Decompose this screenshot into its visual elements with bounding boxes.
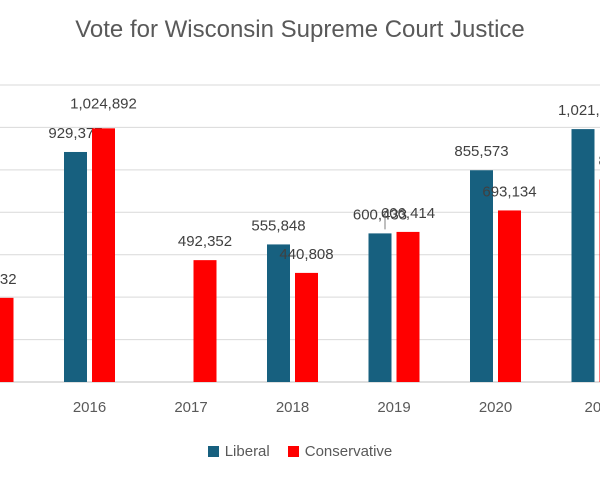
bar-liberal-2021 [571,129,595,382]
x-tick-label-2016: 2016 [73,399,106,416]
data-label-conservative-2021: 818 [598,153,600,170]
data-label-liberal-2016: 929,377 [48,125,102,142]
bar-conservative-2015 [0,297,14,382]
data-label-liberal-2018: 555,848 [251,217,305,234]
legend-item-conservative: Conservative [287,443,393,460]
data-label-liberal-2021: 1,021,8 [558,102,600,119]
bar-liberal-2019 [368,233,392,382]
bar-conservative-2016 [92,128,115,382]
bar-conservative-2020 [498,210,521,382]
x-tick-label-2021: 202 [584,399,600,416]
bar-conservative-2018 [295,272,318,382]
data-label-liberal-2020: 855,573 [454,143,508,160]
bar-liberal-2016 [64,151,87,382]
bar-conservative-2017 [193,260,217,382]
x-tick-label-2018: 2018 [276,399,309,416]
legend: Liberal Conservative [0,443,600,460]
data-label-conservative-2017: 492,352 [178,233,232,250]
bar-liberal-2018 [267,244,290,382]
data-label-conservative-2018: 440,808 [279,246,333,263]
legend-swatch-conservative [287,446,299,457]
bar-conservative-2019 [396,231,420,382]
legend-item-liberal: Liberal [207,443,270,460]
data-label-liberal-2019: 600,433 [353,206,407,223]
chart-title: Vote for Wisconsin Supreme Court Justice [75,16,525,43]
x-tick-label-2019: 2019 [377,399,410,416]
legend-swatch-liberal [207,446,219,457]
x-tick-label-2017: 2017 [174,399,207,416]
x-tick-label-2020: 2020 [479,399,512,416]
bar-liberal-2020 [470,170,493,382]
legend-label-liberal: Liberal [224,443,270,460]
data-label-conservative-2019: 606,414 [381,205,435,222]
data-label-conservative-2020: 693,134 [482,183,536,200]
data-label-conservative-2015: ,632 [0,271,17,288]
legend-label-conservative: Conservative [304,443,393,460]
data-label-conservative-2016: 1,024,892 [70,95,137,112]
